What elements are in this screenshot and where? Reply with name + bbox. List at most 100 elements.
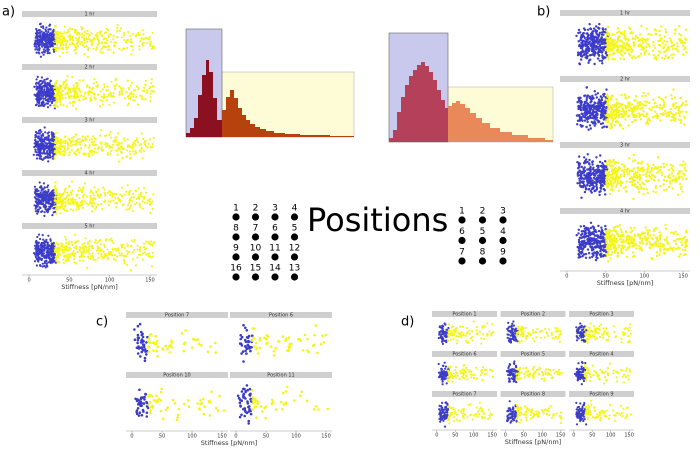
point [71,28,73,30]
point [41,95,43,97]
point [671,97,673,99]
point [621,113,623,115]
point [609,159,611,161]
point [71,189,73,191]
point [101,42,103,44]
point [45,260,47,262]
point [604,160,606,162]
point [55,82,57,84]
point [132,45,134,47]
point [45,209,47,211]
point [679,164,681,166]
point [150,82,152,84]
point [52,37,54,39]
point [39,207,41,209]
point [670,54,672,56]
point [45,145,47,147]
point [579,174,581,176]
point [149,100,151,102]
point [659,250,661,252]
point [635,57,637,59]
point [47,211,49,213]
point [107,144,109,146]
point [103,93,105,95]
point [52,207,54,209]
point [54,84,56,86]
point [66,142,68,144]
point [66,195,68,197]
point [609,98,611,100]
point [649,244,651,246]
point [153,137,155,139]
point [600,104,602,106]
point [37,259,39,261]
point [683,123,685,125]
point [659,185,661,187]
point [110,253,112,255]
point [606,126,608,128]
point [88,253,90,255]
point [641,40,643,42]
point [115,193,117,195]
point [63,31,65,33]
point [38,151,40,153]
point [660,25,662,27]
point [41,210,43,212]
point [69,202,71,204]
point [153,241,155,243]
point [96,34,98,36]
point [591,95,593,97]
point [71,76,73,78]
point [79,205,81,207]
point [39,23,41,25]
point [97,86,99,88]
point [49,104,51,106]
point [61,154,63,156]
point [685,178,687,180]
point [645,175,647,177]
point [96,152,98,154]
point [592,160,594,162]
point [670,167,672,169]
point [53,139,55,141]
point [630,176,632,178]
subplot: 2 hr [22,64,157,110]
point [104,32,106,34]
point [121,152,123,154]
point [43,145,45,147]
point [606,185,608,187]
point [99,247,101,249]
point [583,27,585,29]
point [650,109,652,111]
point [55,209,57,211]
point [96,32,98,34]
point [133,93,135,95]
point [685,39,687,41]
point [589,182,591,184]
point [65,239,67,241]
point [80,255,82,257]
point [39,132,41,134]
point [65,210,67,212]
point [591,163,593,165]
point [40,251,42,253]
point [141,132,143,134]
point [81,199,83,201]
point [91,91,93,93]
point [75,154,77,156]
point [684,249,686,251]
point [65,135,67,137]
point [56,197,58,199]
point [621,47,623,49]
point [590,98,592,100]
point [611,108,613,110]
point [596,180,598,182]
point [54,151,56,153]
point [583,225,585,227]
point [133,239,135,241]
point [81,32,83,34]
point [592,167,594,169]
point [79,33,81,35]
point [578,45,580,47]
point [83,242,85,244]
